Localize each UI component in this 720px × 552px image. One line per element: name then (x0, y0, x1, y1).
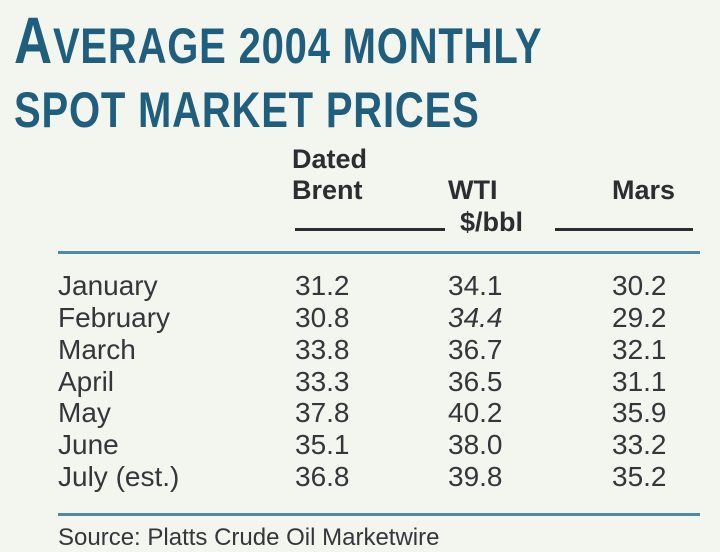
month-cell: April (58, 366, 115, 397)
unit-line-right (555, 228, 693, 231)
mars-cell: 35.2 (612, 461, 667, 492)
wti-cell: 34.1 (448, 270, 503, 301)
mars-cell: 35.9 (612, 397, 667, 428)
table-row: March 33.8 36.7 32.1 (0, 334, 720, 366)
month-cell: June (58, 429, 119, 460)
wti-cell: 38.0 (448, 429, 503, 460)
header-mars: Mars (612, 175, 676, 205)
title-line-1-rest: VERAGE 2004 MONTHLY (52, 18, 543, 74)
brent-cell: 31.2 (295, 270, 350, 301)
table-row: May 37.8 40.2 35.9 (0, 397, 720, 429)
mars-cell: 33.2 (612, 429, 667, 460)
table-row: January 31.2 34.1 30.2 (0, 270, 720, 302)
header-divider (58, 251, 700, 254)
unit-label: $/bbl (460, 207, 524, 237)
brent-cell: 33.3 (295, 366, 350, 397)
table-row: July (est.) 36.8 39.8 35.2 (0, 461, 720, 493)
mars-cell: 31.1 (612, 366, 667, 397)
brent-cell: 36.8 (295, 461, 350, 492)
wti-cell: 40.2 (448, 397, 503, 428)
title-line-1: AVERAGE 2004 MONTHLY (14, 7, 543, 78)
wti-cell: 39.8 (448, 461, 503, 492)
table-row: April 33.3 36.5 31.1 (0, 366, 720, 398)
month-cell: July (est.) (58, 461, 180, 492)
wti-cell: 36.5 (448, 366, 503, 397)
mars-cell: 30.2 (612, 270, 667, 301)
header-wti: WTI (448, 175, 498, 205)
month-cell: March (58, 334, 136, 365)
table-title: AVERAGE 2004 MONTHLY SPOT MARKET PRICES (14, 7, 543, 142)
wti-cell: 36.7 (448, 334, 503, 365)
title-initial: A (14, 3, 53, 77)
header-brent-line1: Dated (292, 144, 368, 174)
title-line-2: SPOT MARKET PRICES (14, 82, 480, 138)
brent-cell: 37.8 (295, 397, 350, 428)
unit-line-left (295, 228, 445, 231)
table-row: June 35.1 38.0 33.2 (0, 429, 720, 461)
month-cell: May (58, 397, 111, 428)
month-cell: January (58, 270, 158, 301)
brent-cell: 30.8 (295, 302, 350, 333)
source-note: Source: Platts Crude Oil Marketwire (58, 524, 440, 551)
wti-cell: 34.4 (448, 302, 503, 333)
mars-cell: 32.1 (612, 334, 667, 365)
header-brent-line2: Brent (292, 175, 363, 205)
mars-cell: 29.2 (612, 302, 667, 333)
table-row: February 30.8 34.4 29.2 (0, 302, 720, 334)
footer-divider (58, 513, 700, 516)
month-cell: February (58, 302, 171, 333)
brent-cell: 33.8 (295, 334, 350, 365)
brent-cell: 35.1 (295, 429, 350, 460)
